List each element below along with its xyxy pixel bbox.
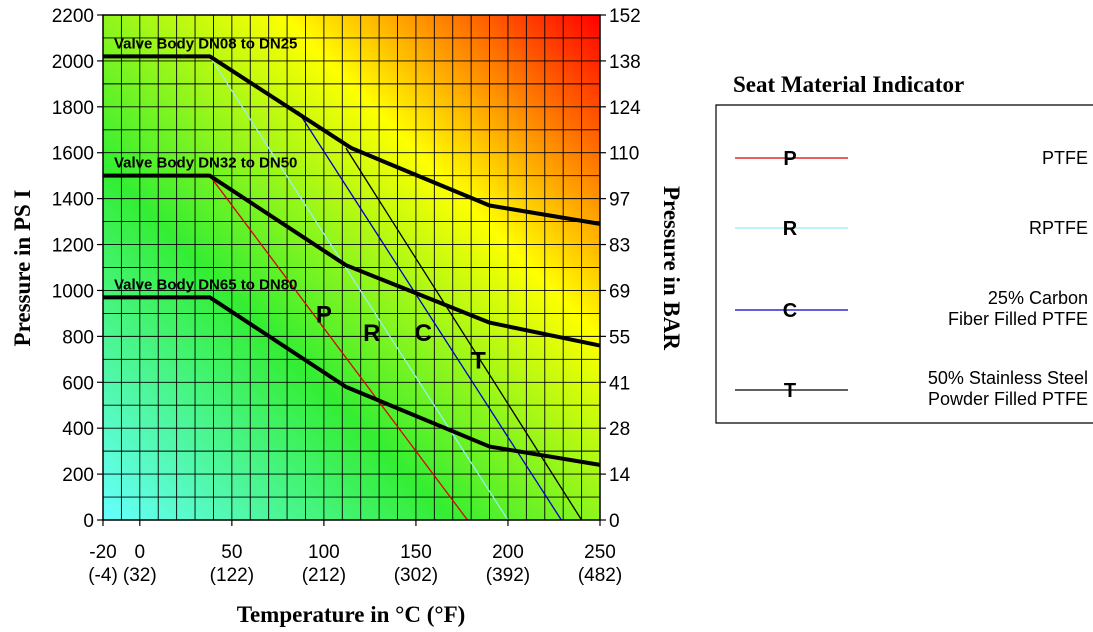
- y-tick-label-right: 124: [609, 98, 641, 119]
- x-tick-label: 150: [400, 542, 432, 563]
- y-tick-label-left: 1400: [52, 190, 94, 211]
- x-tick-sublabel: (32): [123, 565, 157, 586]
- y-tick-label-left: 400: [62, 419, 94, 440]
- x-tick-label: 200: [492, 542, 524, 563]
- grid-lines: [103, 15, 600, 520]
- x-tick-sublabel: (392): [486, 565, 530, 586]
- x-tick-label: 250: [584, 542, 616, 563]
- x-tick-sublabel: (302): [394, 565, 438, 586]
- y-axis-title-left: Pressure in PS I: [10, 189, 35, 346]
- x-axis-title: Temperature in °C (°F): [237, 602, 466, 627]
- body-curve-label-dn08-dn25: Valve Body DN08 to DN25: [114, 35, 297, 52]
- y-tick-label-right: 138: [609, 52, 641, 73]
- y-tick-label-right: 0: [609, 511, 620, 532]
- legend-letter-r: R: [783, 218, 798, 240]
- x-tick-label: -20: [89, 542, 116, 563]
- x-tick-sublabel: (-4): [88, 565, 118, 586]
- x-tick-sublabel: (212): [302, 565, 346, 586]
- seat-line-t: [345, 147, 583, 521]
- legend-desc-r: RPTFE: [1029, 218, 1088, 238]
- legend-letter-c: C: [783, 300, 797, 322]
- x-tick-sublabel: (122): [210, 565, 254, 586]
- legend-letter-t: T: [784, 380, 796, 402]
- body-curve-dn32-dn50: [103, 173, 601, 348]
- valve-body-curves: [103, 54, 601, 467]
- x-tick-label: 100: [308, 542, 340, 563]
- y-tick-label-right: 14: [609, 465, 631, 486]
- plot-frame: [102, 14, 601, 521]
- y-tick-label-left: 600: [62, 373, 94, 394]
- body-curve-dn08-dn25: [103, 54, 601, 226]
- y-tick-label-left: 0: [83, 511, 94, 532]
- y-tick-label-right: 152: [609, 6, 641, 27]
- seat-label-t: T: [471, 348, 486, 375]
- x-tick-label: 0: [135, 542, 146, 563]
- axis-ticks: 0200400600800100012001400160018002000220…: [52, 6, 641, 586]
- legend-title: Seat Material Indicator: [733, 72, 964, 97]
- y-tick-label-left: 1000: [52, 281, 94, 302]
- body-curve-label-dn65-dn80: Valve Body DN65 to DN80: [114, 276, 297, 293]
- seat-label-p: P: [316, 302, 332, 329]
- body-curve-dn65-dn80: [103, 295, 601, 467]
- seat-line-p: [209, 175, 468, 521]
- y-tick-label-right: 83: [609, 236, 630, 257]
- y-tick-label-right: 69: [609, 281, 630, 302]
- y-tick-label-left: 1200: [52, 236, 94, 257]
- y-tick-label-right: 28: [609, 419, 630, 440]
- y-tick-label-right: 97: [609, 190, 630, 211]
- legend-frame: [715, 104, 1093, 424]
- y-axis-title-right: Pressure in BAR: [659, 186, 684, 350]
- y-tick-label-left: 2200: [52, 6, 94, 27]
- legend-desc-t: Powder Filled PTFE: [928, 389, 1088, 409]
- x-tick-sublabel: (482): [578, 565, 622, 586]
- seat-label-c: C: [415, 320, 432, 347]
- legend-desc-t: 50% Stainless Steel: [928, 368, 1088, 388]
- legend-desc-c: 25% Carbon: [988, 288, 1088, 308]
- y-tick-label-right: 110: [609, 144, 639, 165]
- y-tick-label-left: 1600: [52, 144, 94, 165]
- seat-label-r: R: [363, 320, 380, 347]
- legend-desc-c: Fiber Filled PTFE: [948, 309, 1088, 329]
- body-curve-label-dn32-dn50: Valve Body DN32 to DN50: [114, 155, 297, 172]
- legend-desc-p: PTFE: [1042, 148, 1088, 168]
- legend-letter-p: P: [783, 148, 796, 170]
- seat-line-r: [209, 55, 509, 521]
- y-tick-label-left: 200: [62, 465, 94, 486]
- y-tick-label-right: 55: [609, 327, 630, 348]
- y-tick-label-left: 800: [62, 327, 94, 348]
- y-tick-label-left: 1800: [52, 98, 94, 119]
- y-tick-label-right: 41: [609, 373, 630, 394]
- x-tick-label: 50: [221, 542, 242, 563]
- curve-labels: Valve Body DN08 to DN25 Valve Body DN32 t…: [114, 35, 486, 374]
- y-tick-label-left: 2000: [52, 52, 94, 73]
